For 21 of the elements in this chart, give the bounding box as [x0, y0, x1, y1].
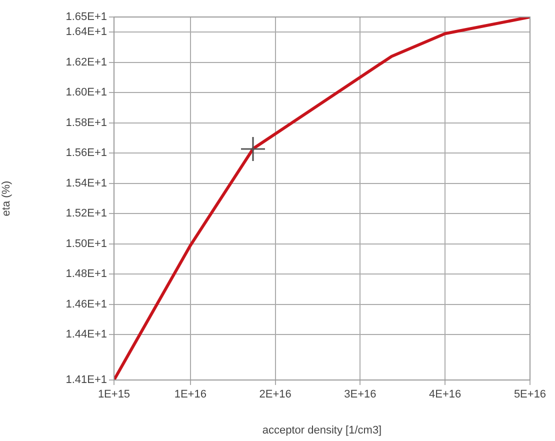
y-tick-label: 1.50E+1 [66, 238, 107, 250]
x-tick-label: 3E+16 [344, 388, 376, 401]
y-tick-label: 1.56E+1 [66, 147, 107, 160]
y-tick-label: 1.60E+1 [66, 86, 107, 99]
x-tick-label: 4E+16 [429, 388, 462, 401]
y-tick-label: 1.65E+1 [66, 11, 107, 24]
x-axis-title: acceptor density [1/cm3] [262, 424, 382, 436]
y-tick-label: 1.64E+1 [66, 26, 107, 38]
y-tick-label: 1.44E+1 [66, 328, 107, 341]
x-tick-label: 1E+15 [98, 388, 130, 401]
x-tick-label: 1E+16 [174, 388, 206, 401]
x-tick-label: 5E+16 [514, 388, 546, 401]
y-tick-label: 1.62E+1 [66, 56, 107, 68]
y-tick-label: 1.48E+1 [66, 268, 107, 280]
y-axis-title: eta (%) [0, 180, 13, 216]
x-tick-label: 2E+16 [259, 388, 292, 401]
y-tick-label: 1.46E+1 [66, 298, 107, 310]
y-tick-label: 1.41E+1 [66, 374, 107, 386]
y-tick-label: 1.52E+1 [66, 208, 107, 220]
y-tick-label: 1.58E+1 [66, 116, 107, 129]
y-tick-label: 1.54E+1 [66, 177, 107, 190]
